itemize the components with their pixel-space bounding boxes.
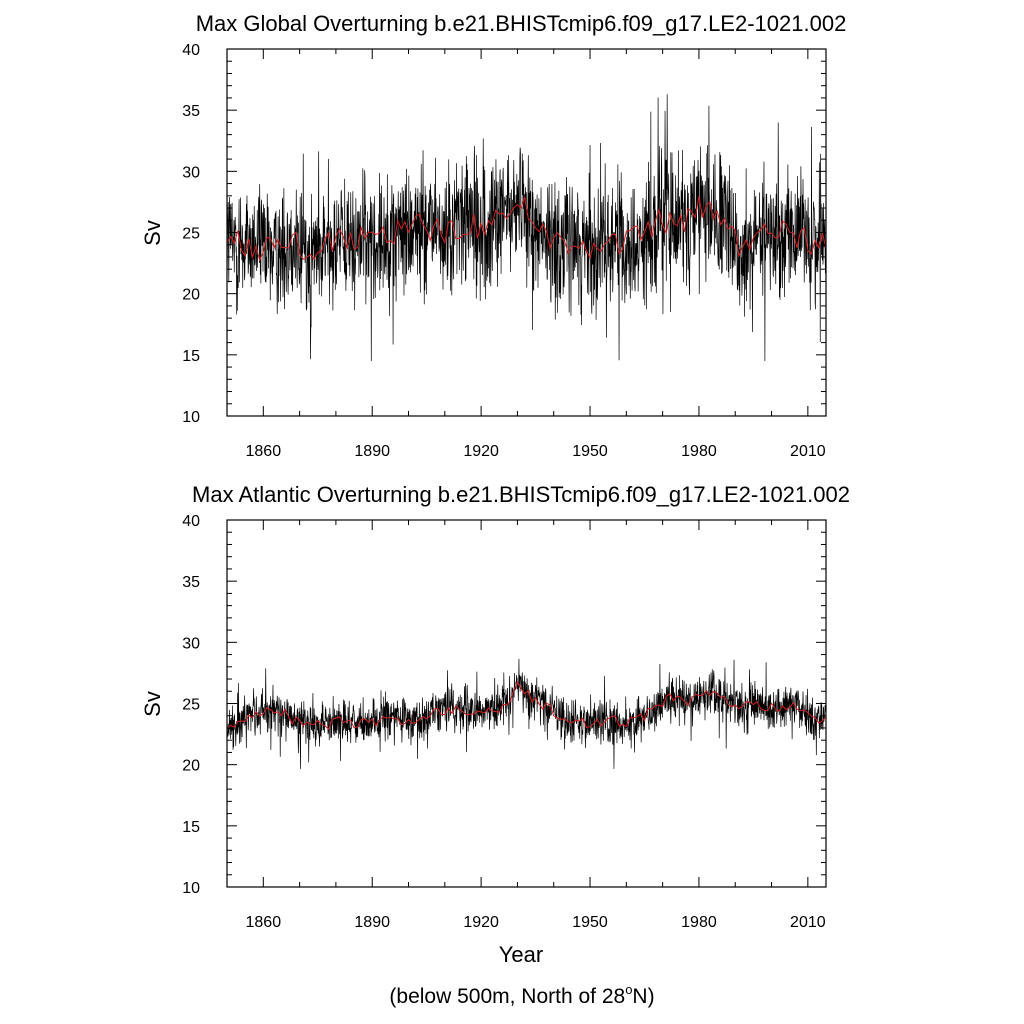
global-x-tick-label: 1860: [246, 443, 282, 460]
global-monthly-series-line: [226, 94, 827, 361]
atlantic-monthly-series-line: [226, 658, 827, 769]
global-y-tick-label: 40: [182, 42, 200, 59]
figure-caption: (below 500m, North of 28oN): [389, 982, 654, 1008]
global-x-tick-label: 1890: [354, 443, 390, 460]
atlantic-x-tick-label: 1920: [463, 914, 499, 931]
global-y-tick-label: 10: [182, 409, 200, 426]
atlantic-x-tick-label: 1950: [572, 914, 608, 931]
atlantic-plot-area: 10 15 20 25 30 35 40 1860 1890 1920 1950 1980 2010: [182, 513, 827, 931]
atlantic-y-tick-label: 40: [182, 513, 200, 530]
global-panel-title: Max Global Overturning b.e21.BHISTcmip6.…: [196, 11, 847, 36]
atlantic-y-axis-label: Sv: [140, 691, 165, 717]
global-y-tick-label: 20: [182, 287, 200, 304]
atlantic-y-tick-label: 35: [182, 574, 200, 591]
global-x-tick-label: 1950: [572, 443, 608, 460]
caption-prefix: (below 500m, North of 28: [389, 985, 625, 1008]
global-annual-mean-line: [226, 196, 827, 263]
global-x-tick-label: 1980: [681, 443, 717, 460]
atlantic-x-tick-label: 2010: [790, 914, 826, 931]
atlantic-y-tick-label: 10: [182, 880, 200, 897]
caption-suffix: N): [632, 985, 654, 1008]
global-y-tick-label: 25: [182, 226, 200, 243]
global-plot-area: 10 15 20 25 30 35 40 1860 1890 1920 1950 1980 2010: [182, 42, 827, 460]
global-x-tick-label: 1920: [463, 443, 499, 460]
atlantic-x-tick-label: 1980: [681, 914, 717, 931]
caption-degree: o: [625, 982, 632, 997]
atlantic-y-tick-label: 25: [182, 697, 200, 714]
global-y-tick-label: 15: [182, 348, 200, 365]
global-y-tick-label: 30: [182, 164, 200, 181]
atlantic-x-tick-label: 1890: [354, 914, 390, 931]
global-x-tick-label: 2010: [790, 443, 826, 460]
atlantic-annual-mean-line: [226, 680, 827, 731]
atlantic-panel-title: Max Atlantic Overturning b.e21.BHISTcmip…: [192, 482, 850, 507]
atlantic-overturning-panel: Max Atlantic Overturning b.e21.BHISTcmip…: [140, 482, 850, 967]
x-axis-label: Year: [499, 942, 543, 967]
atlantic-y-tick-label: 30: [182, 635, 200, 652]
atlantic-x-tick-label: 1860: [246, 914, 282, 931]
global-y-axis-label: Sv: [140, 220, 165, 246]
atlantic-y-tick-label: 20: [182, 758, 200, 775]
global-y-tick-label: 35: [182, 103, 200, 120]
global-overturning-panel: Max Global Overturning b.e21.BHISTcmip6.…: [140, 11, 846, 460]
atlantic-y-tick-label: 15: [182, 819, 200, 836]
